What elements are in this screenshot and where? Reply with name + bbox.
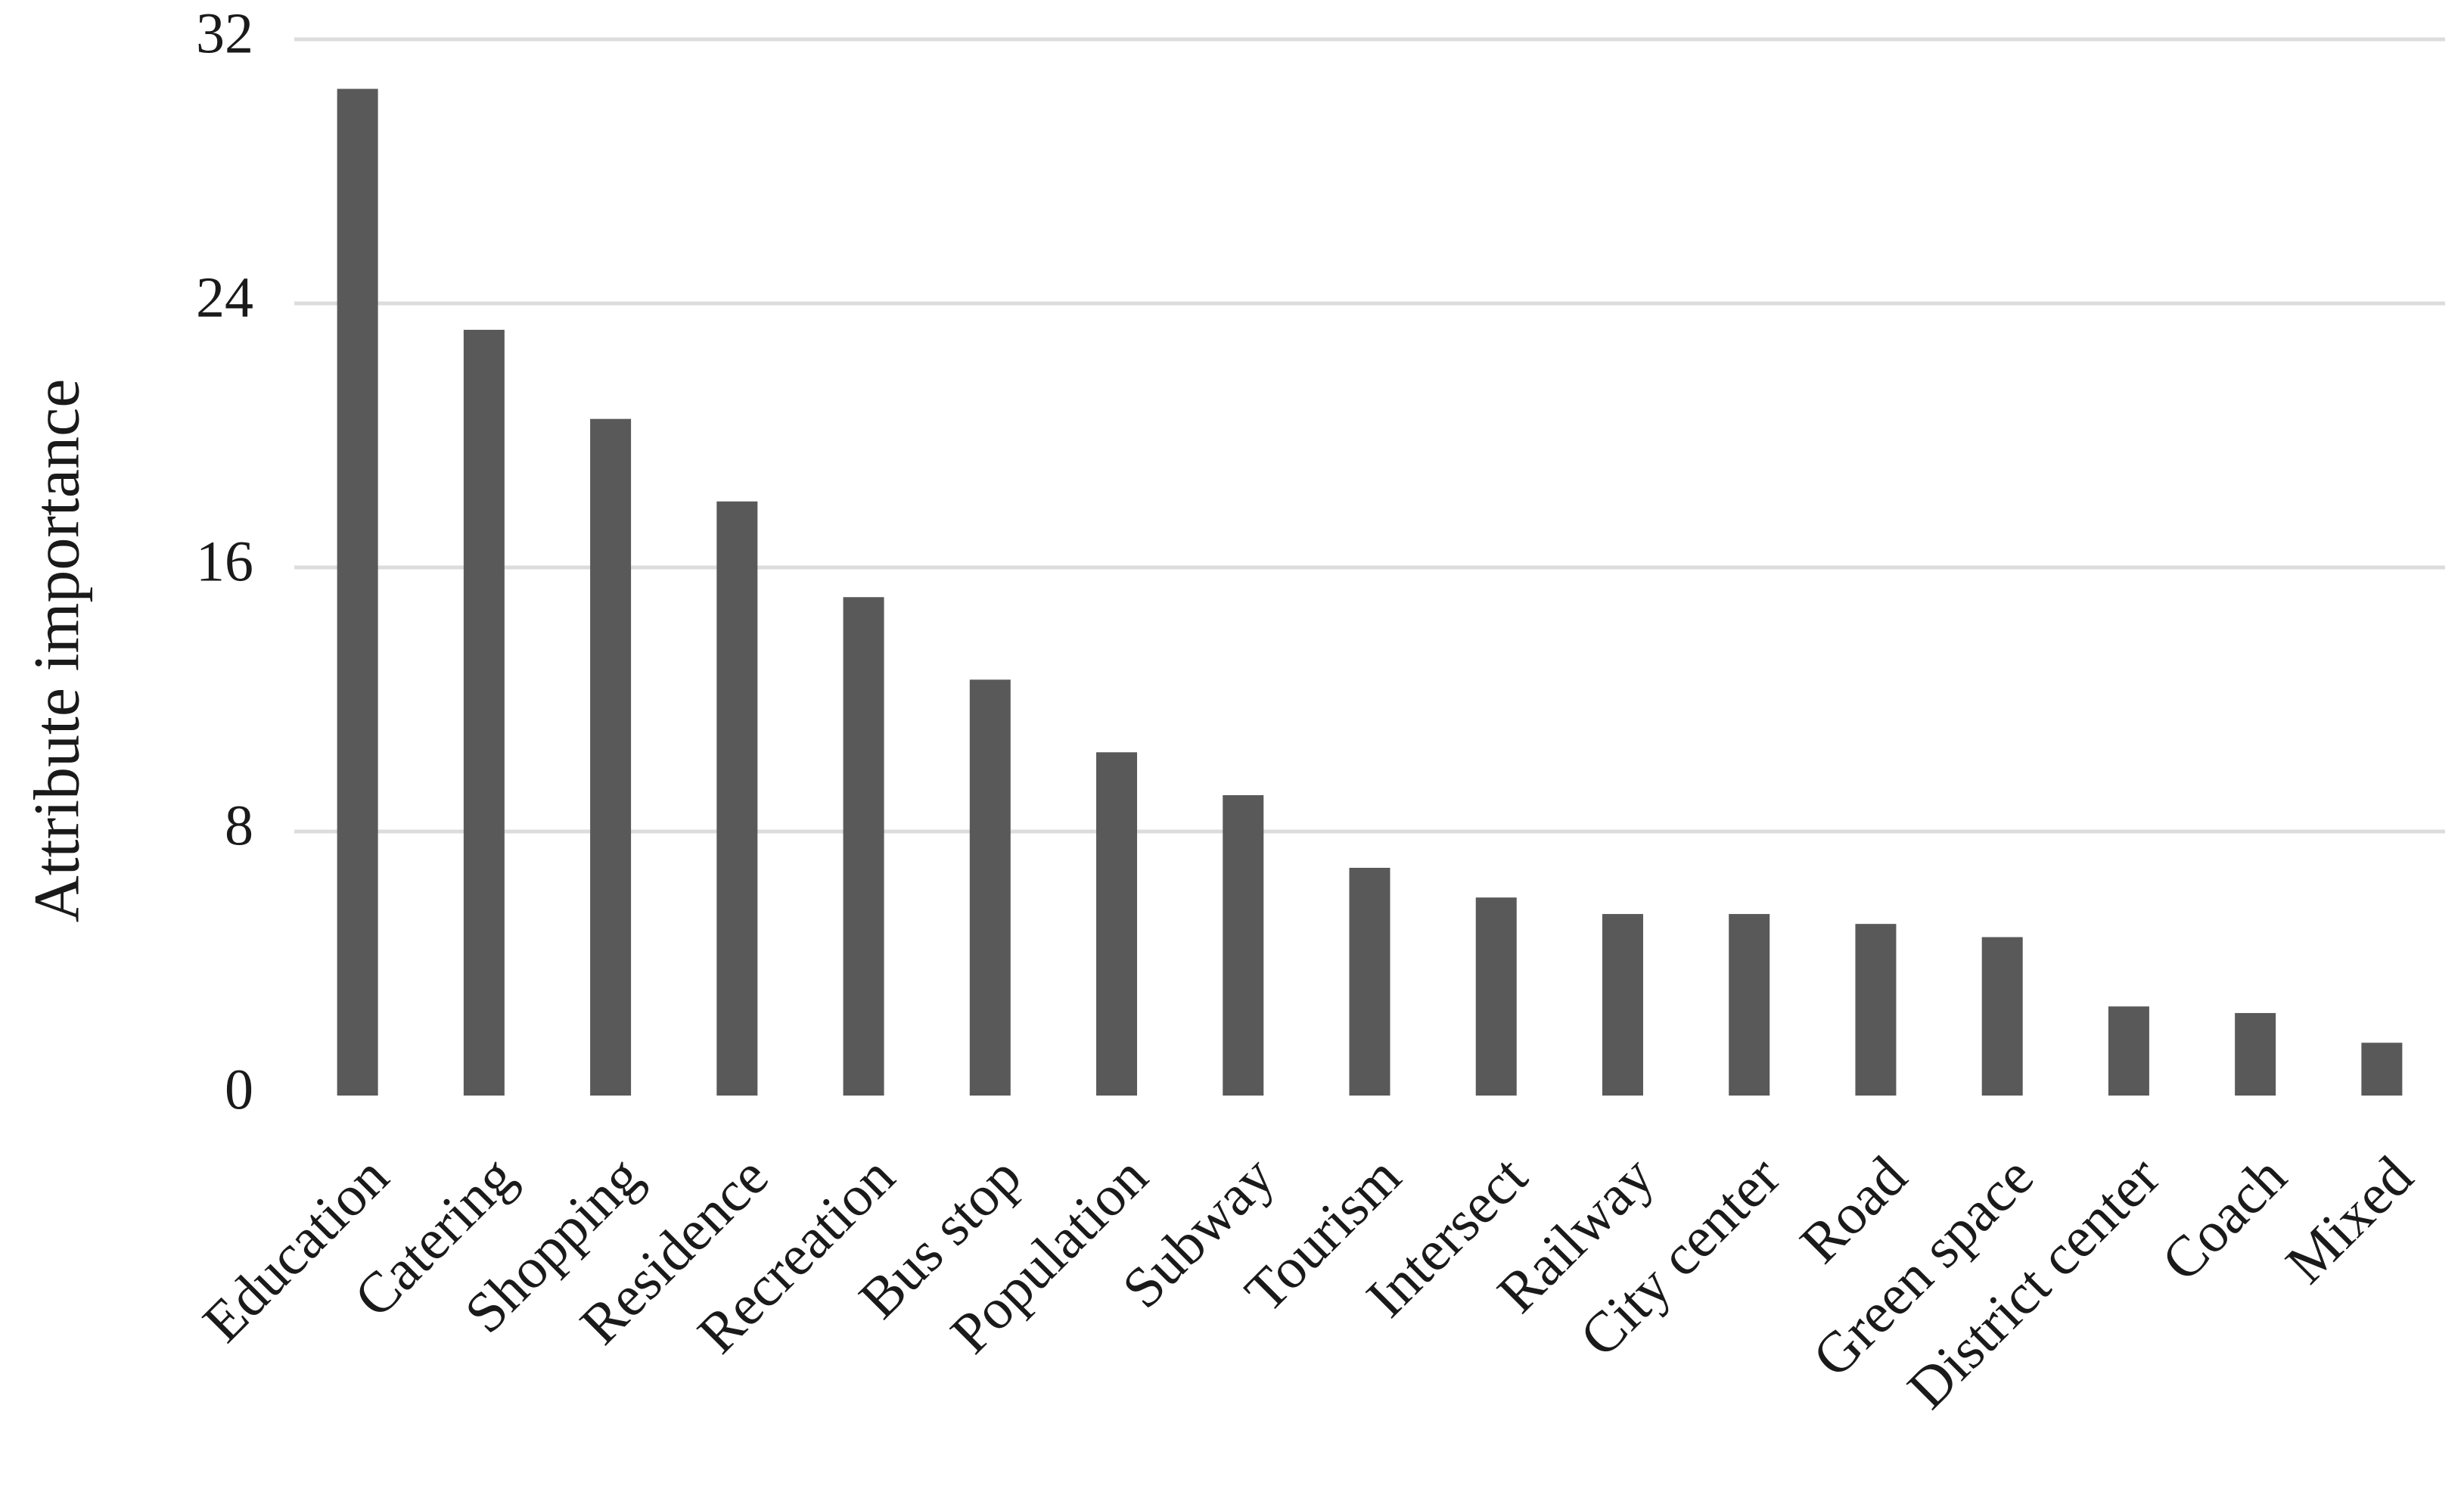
x-tick-label: Coach — [2149, 1145, 2298, 1294]
bar — [337, 89, 378, 1096]
y-tick-label: 8 — [225, 794, 253, 857]
bar — [2235, 1012, 2276, 1096]
bar — [969, 679, 1011, 1096]
bar — [1349, 867, 1390, 1096]
y-tick-label: 0 — [225, 1058, 253, 1121]
y-axis-title: Attribute importance — [20, 379, 93, 923]
bar — [716, 501, 758, 1096]
bar — [1729, 914, 1770, 1096]
bar — [463, 329, 505, 1096]
x-tick-label: Education — [191, 1145, 400, 1354]
bar — [843, 597, 884, 1096]
bar — [1223, 795, 1264, 1096]
bar — [1602, 914, 1643, 1096]
y-tick-label: 16 — [196, 530, 253, 593]
bar — [1096, 752, 1138, 1096]
bar — [2361, 1043, 2403, 1096]
y-tick-label: 32 — [196, 2, 253, 65]
bar — [590, 418, 632, 1096]
bar — [1475, 897, 1517, 1096]
bar — [1981, 937, 2023, 1096]
x-tick-label: Mixed — [2274, 1145, 2425, 1296]
y-tick-label: 24 — [196, 266, 253, 329]
bar — [2108, 1006, 2149, 1096]
bar — [1855, 924, 1897, 1096]
